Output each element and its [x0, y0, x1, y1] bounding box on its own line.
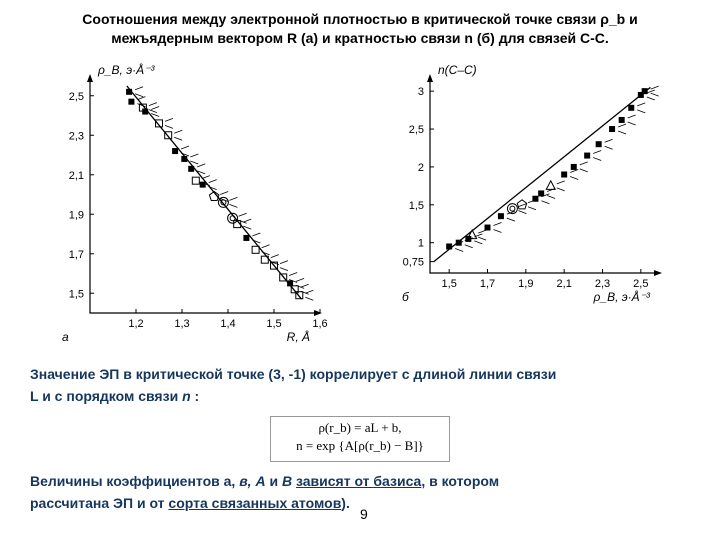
- svg-text:1,5: 1,5: [442, 278, 457, 290]
- svg-text:1,5: 1,5: [266, 318, 281, 330]
- svg-text:n(C–C): n(C–C): [438, 63, 477, 77]
- t2a: Величины коэффициентов а,: [30, 473, 239, 489]
- chart-a: 1,2 1,3 1,4 1,5 1,6 1,5 1,7 1,9 2,1 2,3 2,5 ρ_B, э·…: [40, 58, 340, 353]
- svg-text:б: б: [402, 290, 410, 304]
- svg-text:2,5: 2,5: [633, 278, 648, 290]
- svg-text:2,5: 2,5: [409, 124, 424, 136]
- formula-box: ρ(r_b) = aL + b, n = exp {A[ρ(r_b) − B]}: [270, 416, 450, 462]
- text-colon: :: [191, 388, 200, 404]
- svg-text:1,5: 1,5: [409, 200, 424, 212]
- svg-text:R, Å: R, Å: [287, 329, 310, 344]
- t2f: , в котором: [421, 473, 499, 489]
- svg-text:3: 3: [418, 86, 424, 98]
- svg-text:1,9: 1,9: [69, 209, 84, 221]
- var-n: n: [182, 388, 191, 404]
- text-line-1a: Значение ЭП в критической точке (3, -1) …: [30, 366, 556, 382]
- svg-text:а: а: [62, 330, 69, 344]
- page-title: Соотношения между электронной плотностью…: [0, 0, 720, 53]
- chart-b: 1,5 1,7 1,9 2,1 2,3 2,5 0,75 1 1,5 2 2,5 3 n(C–C) ρ_B…: [380, 58, 680, 353]
- t2g: рассчитана ЭП и от: [30, 495, 168, 511]
- page-number: 9: [360, 506, 368, 522]
- t2c: и: [266, 473, 282, 489]
- description-para-1: Значение ЭП в критической точке (3, -1) …: [0, 358, 720, 413]
- svg-text:ρ_B, э·Å⁻³: ρ_B, э·Å⁻³: [97, 62, 155, 77]
- svg-text:1,9: 1,9: [518, 278, 533, 290]
- svg-text:1,7: 1,7: [69, 249, 84, 261]
- svg-text:1,5: 1,5: [69, 288, 84, 300]
- svg-text:2: 2: [418, 162, 424, 174]
- svg-text:ρ_B, э·Å⁻³: ρ_B, э·Å⁻³: [593, 289, 651, 304]
- t2u1: зависят от базиса: [296, 473, 421, 489]
- svg-text:2,1: 2,1: [557, 278, 572, 290]
- formula-line-1: ρ(r_b) = aL + b,: [275, 419, 445, 437]
- text-line-1b: L и с порядком связи: [30, 388, 182, 404]
- svg-text:1,7: 1,7: [480, 278, 495, 290]
- formula-line-2: n = exp {A[ρ(r_b) − B]}: [275, 437, 445, 455]
- svg-text:1,6: 1,6: [312, 318, 327, 330]
- svg-text:1,4: 1,4: [220, 318, 235, 330]
- t2h: ).: [341, 495, 350, 511]
- t2b: в, А: [239, 473, 265, 489]
- svg-text:2,5: 2,5: [69, 91, 84, 103]
- svg-text:2,1: 2,1: [69, 170, 84, 182]
- svg-text:1,2: 1,2: [128, 318, 143, 330]
- t2d: В: [282, 473, 292, 489]
- charts-container: 1,21,31,41,51,61,51,71,92,12,32,5ρ_B, э·…: [0, 53, 720, 358]
- svg-text:1: 1: [418, 237, 424, 249]
- t2u2: сорта связанных атомов: [168, 495, 341, 511]
- svg-text:1,3: 1,3: [174, 318, 189, 330]
- svg-text:0,75: 0,75: [403, 256, 424, 268]
- svg-text:2,3: 2,3: [595, 278, 610, 290]
- svg-text:2,3: 2,3: [69, 130, 84, 142]
